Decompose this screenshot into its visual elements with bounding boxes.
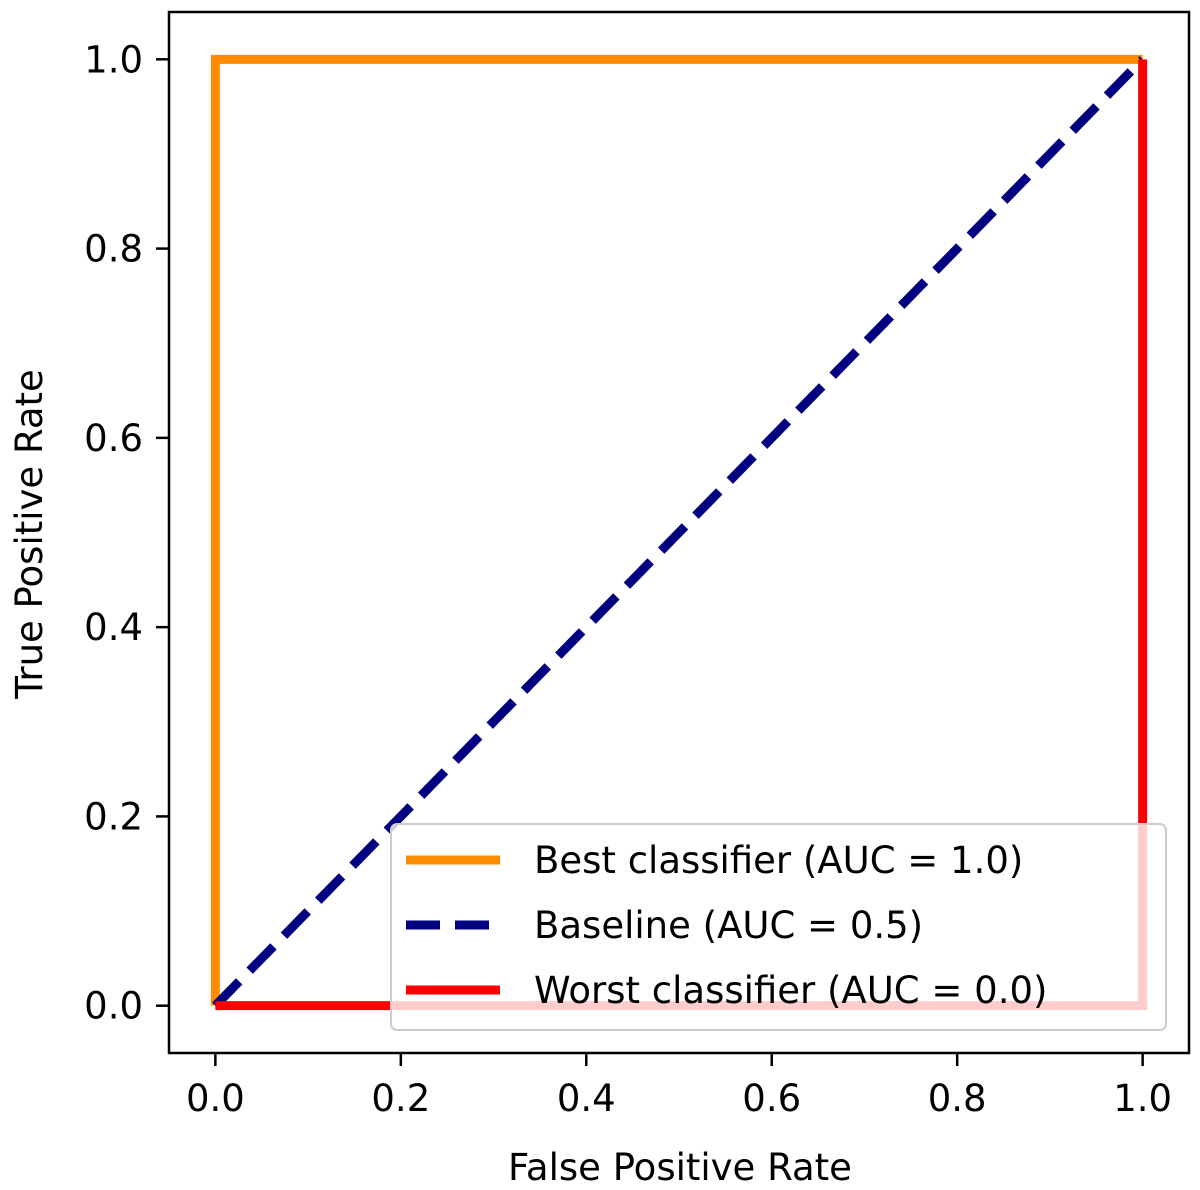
- x-tick-label: 0.4: [557, 1077, 616, 1120]
- series-line-best-classifier: [210, 54, 1143, 1006]
- y-tick-label: 0.2: [84, 795, 143, 838]
- y-tick-label: 0.4: [84, 606, 143, 649]
- legend-label: Best classifier (AUC = 1.0): [534, 839, 1023, 882]
- series-line-baseline: [212, 56, 1146, 1009]
- legend-label: Worst classifier (AUC = 0.0): [534, 969, 1047, 1012]
- y-axis-label: True Positive Rate: [8, 369, 51, 700]
- legend-label: Baseline (AUC = 0.5): [534, 904, 923, 947]
- x-axis-ticks: 0.0 0.2 0.4 0.6 0.8 1.0: [186, 1053, 1172, 1120]
- y-axis-ticks: 0.0 0.2 0.4 0.6 0.8 1.0: [84, 38, 169, 1028]
- legend: Best classifier (AUC = 1.0) Baseline (AUC…: [390, 823, 1167, 1031]
- x-tick-label: 1.0: [1113, 1077, 1172, 1120]
- plot-frame: [167, 10, 1191, 1055]
- x-tick-label: 0.0: [186, 1077, 245, 1120]
- legend-box: [390, 823, 1167, 1031]
- x-axis-label: False Positive Rate: [508, 1146, 852, 1189]
- y-tick-label: 0.8: [84, 228, 143, 271]
- x-tick-label: 0.2: [371, 1077, 430, 1120]
- y-tick-label: 0.0: [84, 985, 143, 1028]
- x-tick-label: 0.8: [928, 1077, 987, 1120]
- y-tick-label: 0.6: [84, 417, 143, 460]
- y-tick-label: 1.0: [84, 38, 143, 81]
- x-tick-label: 0.6: [742, 1077, 801, 1120]
